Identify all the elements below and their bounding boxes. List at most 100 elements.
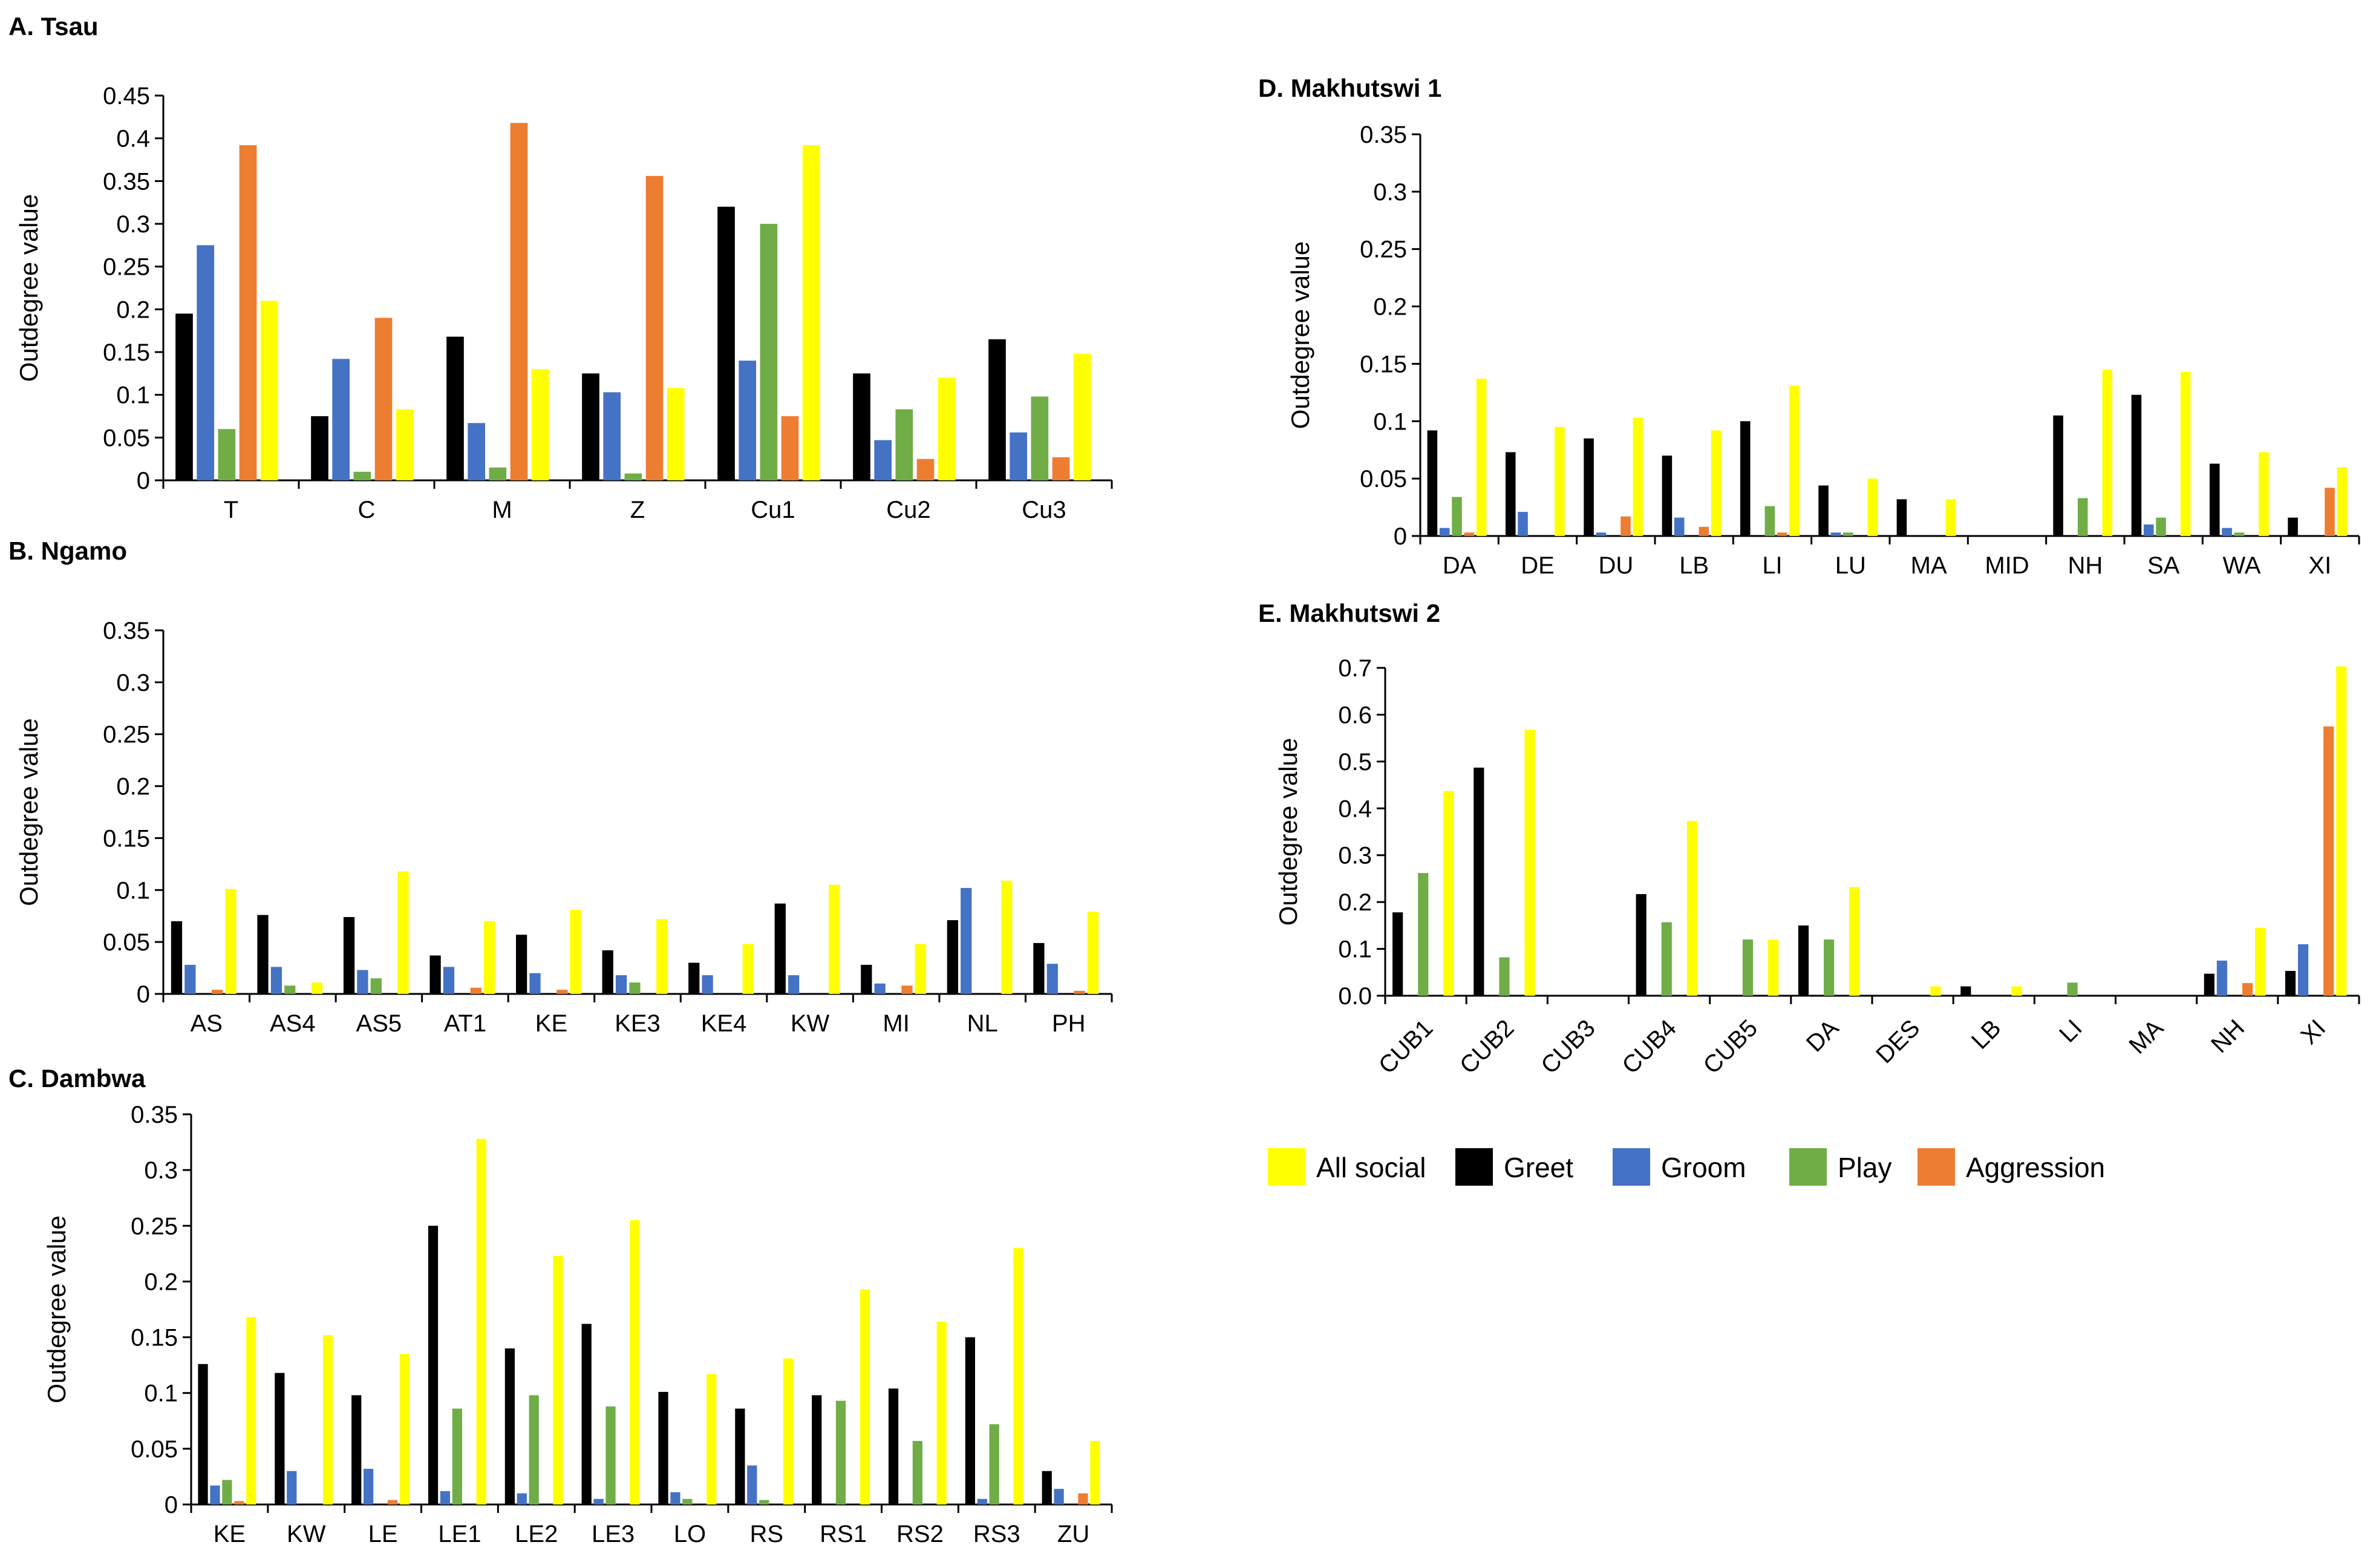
bar-greet-ke bbox=[516, 935, 527, 994]
bar-groom-le3 bbox=[593, 1498, 604, 1504]
bar-play-ke3 bbox=[629, 982, 641, 994]
bar-all-social-ma bbox=[1945, 499, 1956, 536]
y-tick-label: 0.7 bbox=[1338, 655, 1372, 682]
bar-play-lu bbox=[1842, 532, 1853, 536]
bar-groom-nl bbox=[961, 887, 972, 994]
x-tick-label: KE bbox=[535, 1010, 567, 1037]
bar-all-social-cub1 bbox=[1443, 791, 1454, 996]
bar-aggression-as bbox=[211, 990, 223, 994]
bar-groom-wa bbox=[2222, 528, 2232, 536]
bar-groom-as5 bbox=[357, 970, 368, 994]
bar-groom-du bbox=[1596, 532, 1607, 536]
legend-label-aggression: Aggression bbox=[1966, 1152, 2105, 1183]
x-tick-label: NH bbox=[2206, 1014, 2250, 1058]
bar-greet-le bbox=[351, 1395, 362, 1504]
bar-all-social-le3 bbox=[630, 1220, 640, 1504]
bar-groom-ke bbox=[529, 973, 541, 994]
bar-groom-kw bbox=[788, 975, 800, 994]
chart-panel-a: A. Tsau 0 0.05 0.1 0.15 0.2 0.25 0.3 0.35 0.4 0.45… bbox=[8, 12, 1113, 523]
y-tick-label: 0.25 bbox=[103, 722, 150, 748]
x-tick-label: LU bbox=[1835, 552, 1866, 579]
x-tick-label: DES bbox=[1871, 1014, 1925, 1068]
bar-greet-le2 bbox=[504, 1348, 515, 1504]
bar-play-rs1 bbox=[835, 1400, 846, 1504]
bar-play-t bbox=[218, 429, 236, 480]
bar-greet-cub4 bbox=[1636, 893, 1647, 996]
bar-groom-ke bbox=[210, 1485, 220, 1504]
bar-groom-lu bbox=[1830, 532, 1841, 536]
bar-play-lo bbox=[682, 1498, 693, 1504]
bar-greet-rs3 bbox=[965, 1337, 975, 1504]
x-tick-label: MA bbox=[2124, 1014, 2169, 1059]
x-tick-label: PH bbox=[1052, 1010, 1086, 1037]
bar-greet-zu bbox=[1042, 1471, 1052, 1504]
legend-swatch-aggression bbox=[1917, 1148, 1955, 1186]
legend-swatch-all-social bbox=[1268, 1148, 1305, 1186]
bar-greet-kw bbox=[774, 903, 786, 994]
x-tick-label: KW bbox=[287, 1521, 326, 1547]
x-tick-label: MA bbox=[1911, 552, 1947, 579]
y-tick-label: 0.05 bbox=[1360, 466, 1407, 492]
bar-aggression-z bbox=[645, 175, 664, 480]
bar-play-c bbox=[353, 471, 371, 480]
y-tick-label: 0.2 bbox=[1373, 294, 1407, 321]
y-axis-label: Outdegree value bbox=[1274, 738, 1302, 926]
bar-play-le1 bbox=[452, 1408, 462, 1504]
bar-all-social-des bbox=[1930, 986, 1941, 996]
bar-groom-mi bbox=[874, 983, 886, 994]
bar-groom-rs3 bbox=[977, 1498, 987, 1504]
bar-aggression-da bbox=[1464, 532, 1475, 536]
y-tick-label: 0 bbox=[165, 1492, 178, 1518]
bar-play-da bbox=[1452, 497, 1462, 536]
bar-play-li bbox=[2067, 982, 2078, 996]
bar-greet-cu2 bbox=[853, 373, 870, 480]
bar-play-cub4 bbox=[1661, 922, 1672, 996]
bar-play-z bbox=[624, 473, 642, 480]
x-tick-label: C bbox=[358, 497, 376, 523]
bar-greet-li bbox=[1740, 421, 1751, 536]
bar-greet-lu bbox=[1818, 485, 1829, 536]
x-tick-label: KW bbox=[791, 1010, 830, 1037]
bar-aggression-lb bbox=[1699, 526, 1709, 536]
bar-all-social-lb bbox=[2011, 986, 2022, 996]
bar-groom-cu2 bbox=[874, 440, 892, 480]
bar-greet-cu1 bbox=[717, 206, 735, 480]
x-tick-label: XI bbox=[2296, 1014, 2331, 1050]
bar-aggression-zu bbox=[1078, 1493, 1088, 1504]
bar-all-social-zu bbox=[1090, 1440, 1100, 1504]
bar-greet-lo bbox=[658, 1391, 668, 1504]
bar-aggression-cu1 bbox=[781, 416, 799, 480]
legend-swatch-greet bbox=[1455, 1148, 1493, 1186]
bar-all-social-xi bbox=[2336, 666, 2347, 996]
bar-greet-lb bbox=[1662, 456, 1673, 536]
bar-greet-le3 bbox=[581, 1324, 592, 1504]
x-tick-label: LB bbox=[1679, 552, 1709, 579]
bar-aggression-xi bbox=[2323, 726, 2334, 996]
bar-all-social-da bbox=[1476, 379, 1487, 536]
x-tick-label: RS3 bbox=[973, 1521, 1020, 1547]
bar-groom-nh bbox=[2216, 960, 2227, 996]
bar-greet-du bbox=[1584, 438, 1594, 536]
x-tick-label: KE4 bbox=[701, 1010, 747, 1037]
x-tick-label: Z bbox=[630, 497, 645, 523]
bar-play-le2 bbox=[529, 1395, 539, 1504]
bar-greet-nl bbox=[947, 920, 958, 994]
panels-layer: A. Tsau 0 0.05 0.1 0.15 0.2 0.25 0.3 0.35 0.4 0.45… bbox=[8, 12, 2360, 1547]
y-tick-label: 0 bbox=[137, 468, 150, 494]
bar-all-social-rs2 bbox=[936, 1321, 947, 1504]
bar-play-rs bbox=[759, 1500, 769, 1504]
bar-greet-as4 bbox=[257, 915, 269, 994]
y-tick-label: 0.4 bbox=[116, 126, 150, 152]
y-tick-label: 0.15 bbox=[103, 339, 150, 366]
x-tick-label: LO bbox=[674, 1521, 706, 1547]
x-tick-label: LE bbox=[368, 1521, 398, 1547]
bar-play-le3 bbox=[605, 1406, 616, 1504]
y-tick-label: 0.05 bbox=[131, 1436, 178, 1463]
y-tick-label: 0.15 bbox=[1360, 351, 1407, 377]
bar-all-social-cub2 bbox=[1524, 730, 1535, 996]
x-tick-label: T bbox=[224, 497, 238, 523]
chart-panel-e: E. Makhutswi 2 0.0 0.1 0.2 0.3 0.4 0.5 0.6 0.7 Ou… bbox=[1258, 599, 2360, 1079]
bar-all-social-cub4 bbox=[1686, 821, 1698, 996]
bar-all-social-ke3 bbox=[656, 919, 668, 994]
x-tick-label: NH bbox=[2068, 552, 2103, 579]
